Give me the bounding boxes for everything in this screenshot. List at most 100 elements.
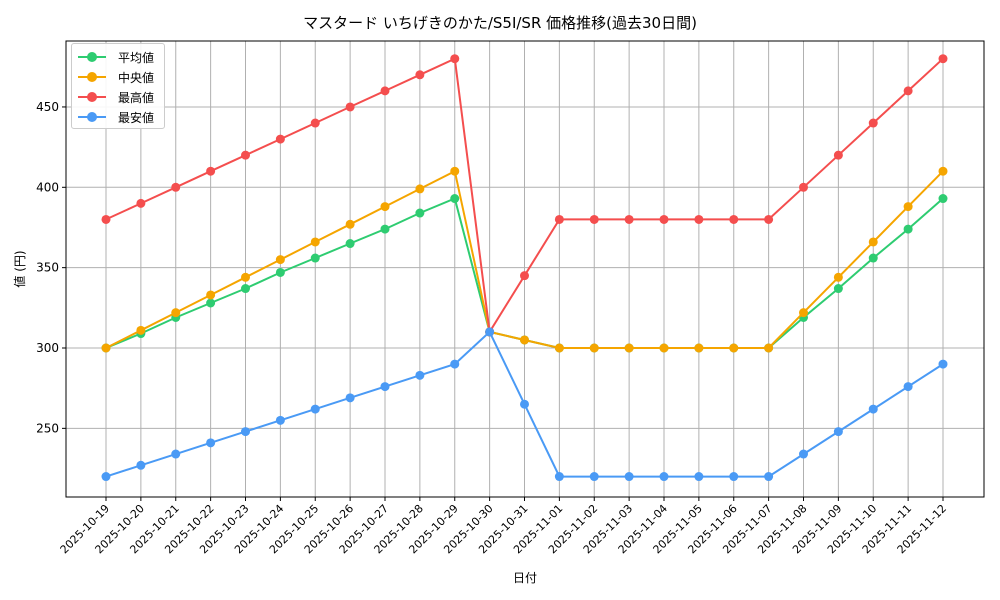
grid-lines xyxy=(66,41,984,497)
data-point xyxy=(345,219,355,229)
data-point xyxy=(833,427,843,437)
data-point xyxy=(833,272,843,282)
data-point xyxy=(415,370,425,380)
x-axis-label: 日付 xyxy=(513,571,537,585)
data-point xyxy=(275,255,285,265)
data-point xyxy=(241,272,250,282)
data-point xyxy=(903,382,913,392)
data-point xyxy=(554,343,564,353)
data-point xyxy=(799,449,808,459)
data-point xyxy=(729,343,739,353)
data-point xyxy=(380,224,390,234)
data-point xyxy=(589,343,599,353)
y-tick-label: 450 xyxy=(36,100,59,114)
y-tick-label: 300 xyxy=(36,341,59,355)
data-point xyxy=(136,198,146,208)
data-point xyxy=(415,208,425,218)
legend-marker-icon xyxy=(78,50,106,64)
data-point xyxy=(903,86,913,96)
y-axis-label: 値 (円) xyxy=(12,250,27,287)
data-point xyxy=(624,343,634,353)
data-point xyxy=(275,134,285,144)
legend-item-median: 中央値 xyxy=(78,69,154,85)
data-point xyxy=(101,472,111,482)
data-point xyxy=(903,224,913,234)
legend-item-min: 最安値 xyxy=(78,109,154,125)
data-point xyxy=(206,438,216,448)
data-point xyxy=(241,284,250,294)
legend-marker-icon xyxy=(78,110,106,124)
legend: 平均値 中央値 最高値 最安値 xyxy=(71,43,165,129)
legend-item-mean: 平均値 xyxy=(78,49,154,65)
data-point xyxy=(938,359,948,369)
data-point xyxy=(345,102,355,112)
data-point xyxy=(415,184,425,194)
data-point xyxy=(310,237,320,247)
data-point xyxy=(764,343,774,353)
data-point xyxy=(938,166,948,176)
data-point xyxy=(729,472,739,482)
data-point xyxy=(206,298,216,308)
y-axis: 250 300 350 400 450 xyxy=(36,100,66,435)
data-point xyxy=(833,284,843,294)
data-point xyxy=(799,182,808,192)
data-point xyxy=(938,54,948,64)
data-point xyxy=(868,118,878,128)
data-point xyxy=(275,415,285,425)
data-point xyxy=(938,194,948,204)
data-point xyxy=(520,399,529,409)
data-point xyxy=(310,404,320,414)
data-point xyxy=(310,253,320,263)
data-series xyxy=(101,54,948,482)
data-point xyxy=(694,343,704,353)
data-point xyxy=(554,214,564,224)
data-point xyxy=(450,194,460,204)
data-point xyxy=(171,449,181,459)
data-point xyxy=(450,359,460,369)
data-point xyxy=(101,343,111,353)
data-point xyxy=(764,214,774,224)
data-point xyxy=(310,118,320,128)
data-point xyxy=(659,214,669,224)
data-point xyxy=(345,393,355,403)
chart-title: マスタード いちげきのかた/S5I/SR 価格推移(過去30日間) xyxy=(303,14,697,32)
data-point xyxy=(868,237,878,247)
data-point xyxy=(275,267,285,277)
data-point xyxy=(450,166,460,176)
data-point xyxy=(380,202,390,212)
data-point xyxy=(694,214,704,224)
data-point xyxy=(206,290,216,300)
data-point xyxy=(554,472,564,482)
y-tick-label: 400 xyxy=(36,180,59,194)
data-point xyxy=(729,214,739,224)
data-point xyxy=(101,214,111,224)
data-point xyxy=(380,86,390,96)
y-tick-label: 350 xyxy=(36,261,59,275)
legend-marker-icon xyxy=(78,70,106,84)
data-point xyxy=(903,202,913,212)
data-point xyxy=(450,54,460,64)
data-point xyxy=(136,460,146,470)
data-point xyxy=(833,150,843,160)
data-point xyxy=(136,325,146,335)
data-point xyxy=(380,382,390,392)
legend-item-max: 最高値 xyxy=(78,89,154,105)
data-point xyxy=(171,308,181,318)
data-point xyxy=(799,308,808,318)
data-point xyxy=(485,327,495,337)
data-point xyxy=(171,182,181,192)
data-point xyxy=(659,472,669,482)
legend-marker-icon xyxy=(78,90,106,104)
data-point xyxy=(520,271,529,281)
data-point xyxy=(241,150,250,160)
data-point xyxy=(589,472,599,482)
data-point xyxy=(868,253,878,263)
data-point xyxy=(345,239,355,249)
x-axis: 2025-10-192025-10-202025-10-212025-10-22… xyxy=(58,497,949,556)
data-point xyxy=(764,472,774,482)
data-point xyxy=(206,166,216,176)
data-point xyxy=(694,472,704,482)
y-tick-label: 250 xyxy=(36,421,59,435)
data-point xyxy=(241,427,250,437)
